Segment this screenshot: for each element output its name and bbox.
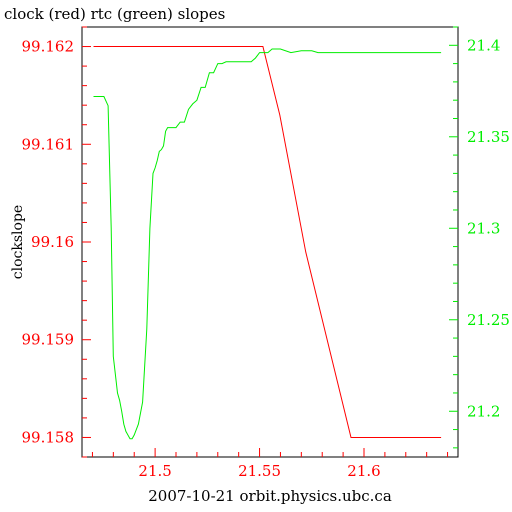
x-axis-label: 2007-10-21 orbit.physics.ubc.ca	[148, 487, 392, 505]
y-right-tick-label: 21.4	[467, 36, 500, 54]
y-axis-left-label: clockslope	[10, 205, 26, 279]
chart-title: clock (red) rtc (green) slopes	[4, 5, 225, 23]
y-axis-right-ticks: 21.2 21.25 21.3 21.35 21.4	[449, 26, 510, 449]
y-right-tick-label: 21.35	[467, 128, 510, 146]
y-left-tick-label: 99.161	[22, 135, 75, 153]
series-line-rtc	[93, 48, 442, 440]
series-layer	[93, 46, 442, 440]
y-right-tick-label: 21.3	[467, 219, 500, 237]
x-tick-label: 21.5	[138, 462, 171, 480]
y-left-tick-label: 99.162	[22, 38, 75, 56]
y-left-tick-label: 99.159	[22, 331, 75, 349]
y-axis-left-ticks: 99.158 99.159 99.16 99.161 99.162	[22, 26, 91, 458]
y-right-tick-label: 21.25	[467, 311, 510, 329]
x-tick-label: 21.6	[347, 462, 380, 480]
x-tick-label: 21.55	[238, 462, 281, 480]
x-axis-ticks: 21.5 21.55 21.6	[91, 448, 449, 480]
y-right-tick-label: 21.2	[467, 402, 500, 420]
plot-frame	[81, 26, 459, 458]
y-left-tick-label: 99.16	[31, 233, 74, 251]
series-line-clock	[93, 46, 442, 438]
y-left-tick-label: 99.158	[22, 428, 75, 446]
